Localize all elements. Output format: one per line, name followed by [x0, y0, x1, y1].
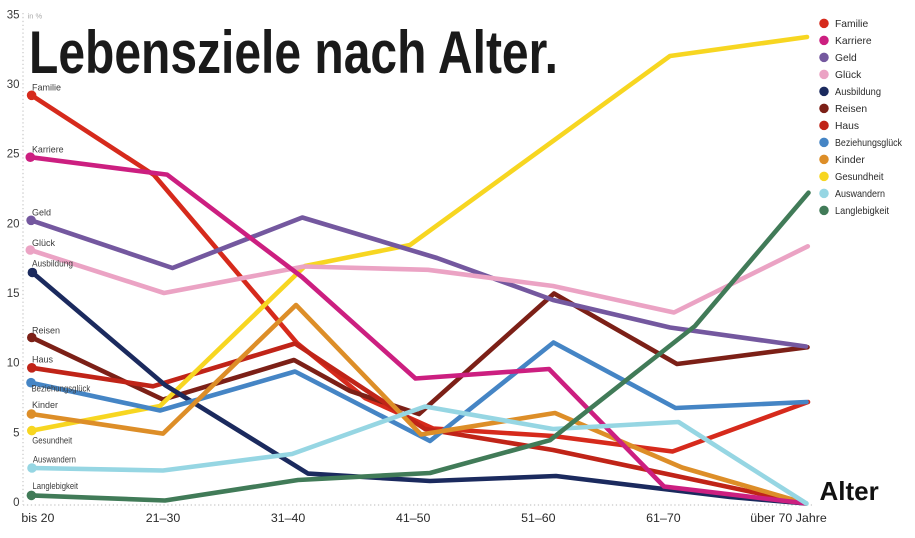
svg-text:30: 30	[7, 79, 20, 91]
svg-text:Glück: Glück	[835, 70, 862, 81]
svg-text:35: 35	[7, 9, 20, 21]
svg-text:25: 25	[7, 149, 20, 161]
svg-text:Karriere: Karriere	[835, 36, 872, 47]
svg-text:21–30: 21–30	[146, 511, 181, 525]
svg-text:Familie: Familie	[835, 19, 868, 30]
svg-text:Beziehungsglück: Beziehungsglück	[835, 138, 903, 149]
svg-text:41–50: 41–50	[396, 511, 431, 525]
svg-text:Beziehungsglück: Beziehungsglück	[32, 384, 91, 394]
svg-text:Geld: Geld	[835, 53, 857, 64]
svg-text:Glück: Glück	[32, 238, 56, 248]
svg-text:Alter: Alter	[820, 476, 879, 506]
svg-text:Reisen: Reisen	[32, 326, 60, 336]
svg-text:20: 20	[7, 218, 20, 230]
svg-text:Geld: Geld	[32, 208, 51, 218]
svg-text:Ausbildung: Ausbildung	[835, 87, 881, 98]
svg-text:Karriere: Karriere	[32, 145, 64, 155]
svg-text:10: 10	[7, 358, 20, 370]
svg-text:Kinder: Kinder	[32, 400, 58, 410]
svg-text:bis 20: bis 20	[21, 511, 54, 525]
svg-text:Lebensziele nach Alter.: Lebensziele nach Alter.	[29, 19, 558, 86]
svg-text:51–60: 51–60	[521, 511, 556, 525]
svg-text:Langlebigkeit: Langlebigkeit	[835, 206, 889, 217]
svg-text:0: 0	[13, 497, 19, 509]
svg-text:Gesundheit: Gesundheit	[835, 172, 884, 183]
svg-text:in %: in %	[28, 11, 43, 20]
svg-text:5: 5	[13, 427, 19, 439]
svg-text:Auswandern: Auswandern	[33, 455, 76, 465]
svg-text:Haus: Haus	[32, 355, 54, 365]
svg-text:61–70: 61–70	[646, 511, 681, 525]
svg-text:Familie: Familie	[32, 83, 61, 93]
svg-text:Kinder: Kinder	[835, 155, 865, 166]
svg-text:Langlebigkeit: Langlebigkeit	[33, 481, 79, 491]
svg-text:15: 15	[7, 288, 20, 300]
svg-text:Reisen: Reisen	[835, 104, 867, 115]
svg-text:Haus: Haus	[835, 121, 859, 132]
svg-text:über 70 Jahre: über 70 Jahre	[750, 511, 827, 525]
svg-text:Ausbildung: Ausbildung	[32, 259, 73, 269]
svg-text:Auswandern: Auswandern	[835, 189, 885, 200]
svg-text:31–40: 31–40	[271, 511, 306, 525]
svg-text:Gesundheit: Gesundheit	[32, 436, 72, 446]
